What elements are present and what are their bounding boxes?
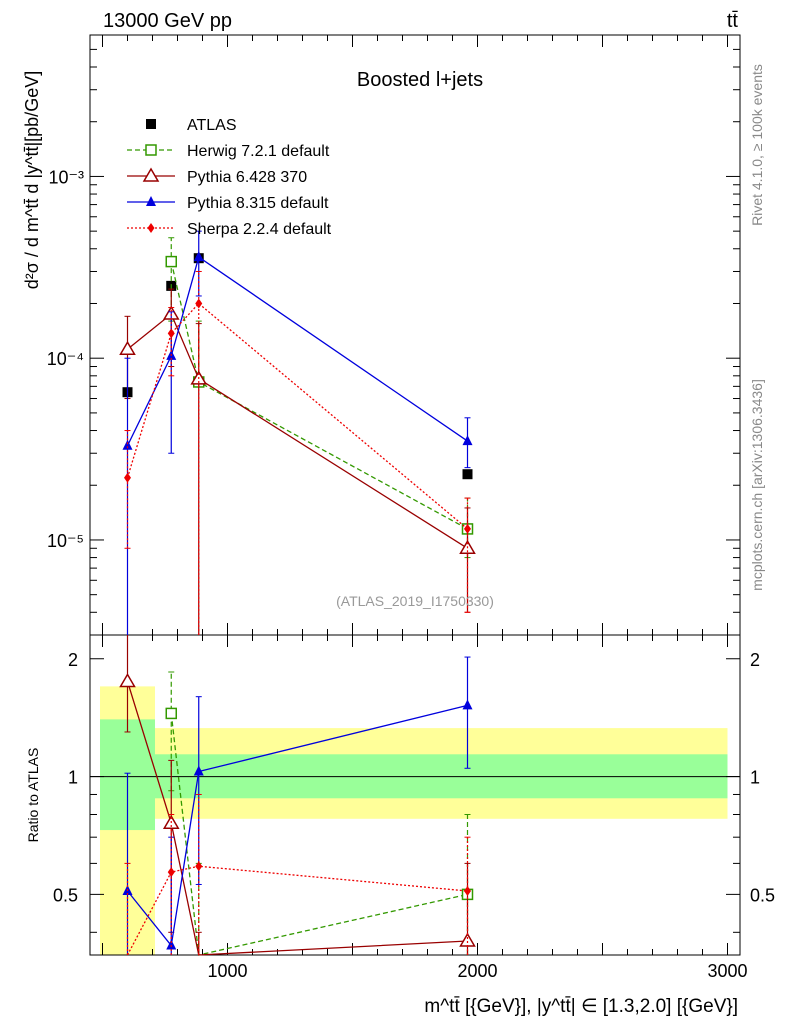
- data-point: [464, 523, 471, 534]
- series-line: [126, 681, 468, 956]
- series-0: [122, 253, 473, 480]
- y-tick-label-main: 10⁻⁴: [47, 349, 84, 369]
- legend-marker: [145, 144, 157, 156]
- y-tick-label-ratio-right: 1: [750, 768, 760, 788]
- legend-label: Sherpa 2.2.4 default: [187, 221, 332, 238]
- y-axis-label-ratio: Ratio to ATLAS: [25, 748, 41, 843]
- x-tick-label: 2000: [457, 961, 497, 981]
- y-tick-label-ratio-left: 2: [68, 650, 78, 670]
- data-point: [167, 867, 175, 878]
- source-label: mcplots.cern.ch [arXiv:1306.3436]: [749, 379, 765, 591]
- legend-marker: [147, 223, 155, 233]
- axis-ticks: 1000 2000 3000 10⁻⁵ 10⁻⁴ 10⁻³ 0.5 0.5 1 1 2 2: [47, 34, 775, 981]
- ratio-plot-frame: [89, 634, 741, 956]
- y-tick-label-ratio-right: 0.5: [750, 885, 775, 905]
- series-line: [127, 312, 468, 549]
- data-point: [165, 255, 177, 268]
- y-tick-label-main: 10⁻³: [48, 167, 84, 187]
- series-4: [124, 793, 471, 956]
- legend-label: Pythia 8.315 default: [187, 195, 329, 212]
- energy-label: 13000 GeV pp: [103, 10, 232, 32]
- x-tick-label: 3000: [707, 961, 747, 981]
- process-label: tt̄: [727, 10, 739, 32]
- legend-label: Pythia 6.428 370: [187, 169, 307, 186]
- data-point: [193, 765, 204, 776]
- data-point: [462, 435, 473, 446]
- x-tick-label: 1000: [207, 961, 247, 981]
- y-tick-label-main: 10⁻⁵: [47, 531, 84, 551]
- data-point: [195, 861, 203, 872]
- data-point: [122, 439, 133, 450]
- analysis-label: (ATLAS_2019_I1750330): [336, 593, 494, 609]
- plot-title: Boosted l+jets: [357, 69, 483, 91]
- data-point: [459, 932, 476, 947]
- data-point: [195, 298, 203, 309]
- data-point: [119, 340, 136, 356]
- series-3: [122, 230, 473, 635]
- legend-entry: Herwig 7.2.1 default: [127, 143, 330, 160]
- ratio-panel-series: [119, 635, 476, 956]
- data-point: [193, 251, 204, 262]
- legend-entry: Sherpa 2.2.4 default: [127, 221, 332, 238]
- main-panel-series: [119, 230, 476, 635]
- data-point: [462, 469, 473, 480]
- legend-marker: [142, 167, 160, 182]
- series-4: [124, 270, 471, 635]
- data-point: [462, 699, 473, 710]
- series-line: [126, 302, 468, 530]
- data-point: [124, 472, 131, 483]
- series-line: [170, 261, 468, 530]
- data-point: [166, 939, 177, 950]
- legend-marker: [146, 119, 156, 129]
- data-point: [119, 672, 136, 688]
- data-point: [464, 886, 471, 897]
- y-tick-label-ratio-right: 2: [750, 650, 760, 670]
- legend-marker: [146, 196, 156, 206]
- legend: ATLAS Herwig 7.2.1 default Pythia 6.428 37…: [127, 117, 332, 238]
- y-tick-label-ratio-left: 1: [68, 768, 78, 788]
- series-line: [126, 865, 468, 956]
- y-axis-label-main: d²σ / d m^tt̄ d |y^tt̄|[pb/GeV]: [22, 71, 42, 289]
- x-axis-label: m^tt̄ [{GeV}], |y^tt̄| ∈ [1.3,2.0] [{GeV…: [424, 996, 738, 1017]
- legend-label: Herwig 7.2.1 default: [187, 143, 330, 160]
- series-line: [126, 256, 468, 446]
- ratio-uncertainty-bands: [100, 686, 728, 955]
- series-1: [165, 237, 474, 559]
- legend-label: ATLAS: [187, 117, 237, 134]
- data-point: [167, 328, 175, 339]
- legend-entry: Pythia 6.428 370: [127, 167, 307, 186]
- y-tick-label-ratio-left: 0.5: [53, 885, 78, 905]
- series-2: [119, 288, 476, 635]
- series-3: [122, 656, 473, 955]
- legend-entry: ATLAS: [146, 117, 237, 134]
- legend-entry: Pythia 8.315 default: [127, 195, 329, 212]
- rivet-label: Rivet 4.1.0, ≥ 100k events: [749, 64, 765, 226]
- series-line: [126, 704, 468, 948]
- data-point: [165, 707, 177, 720]
